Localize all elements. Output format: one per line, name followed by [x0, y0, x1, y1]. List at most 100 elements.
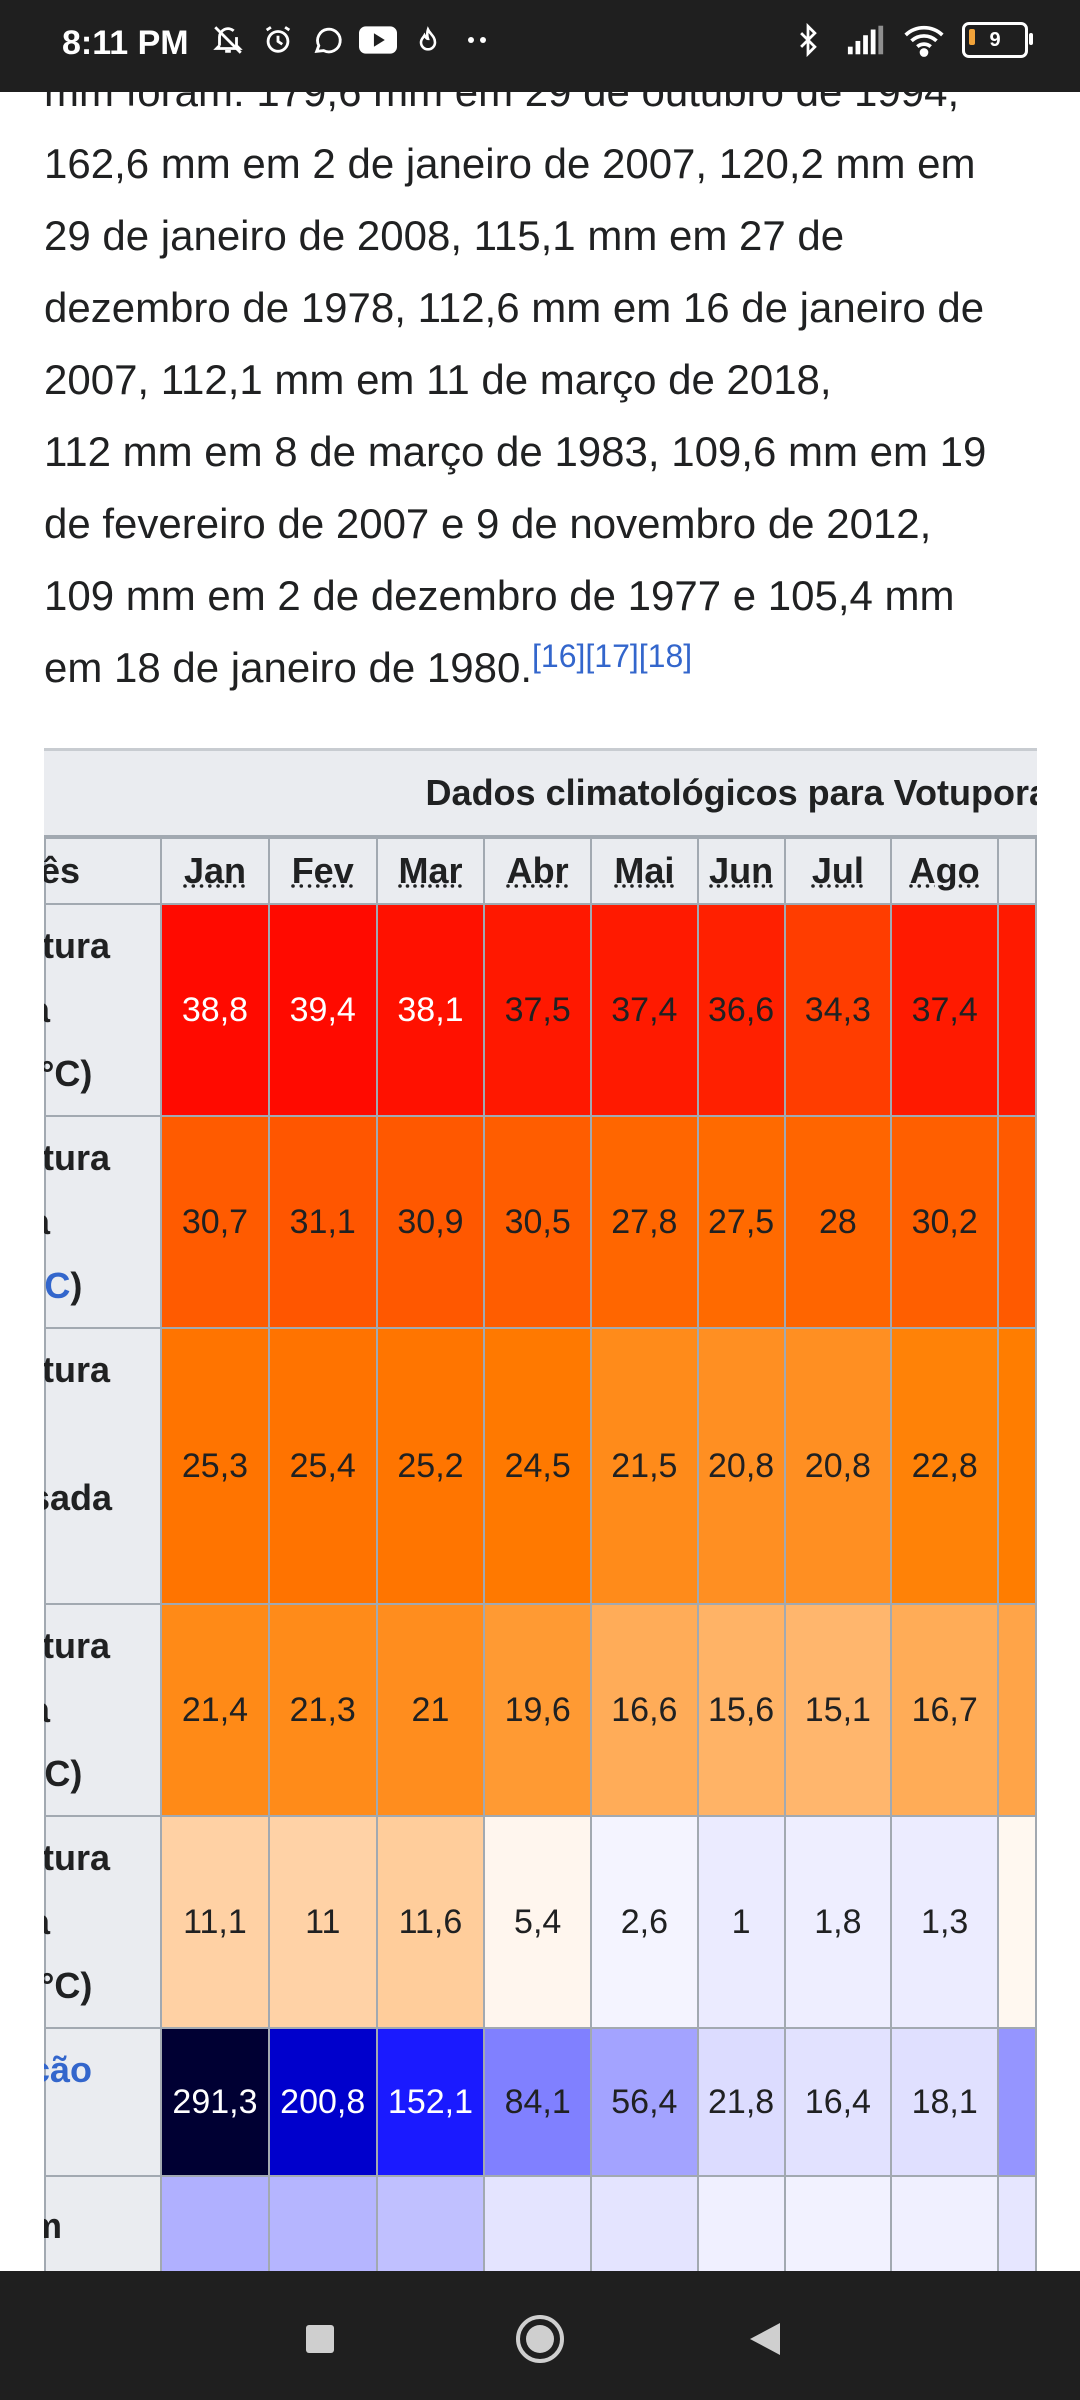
data-cell: 56,4	[590, 2027, 699, 2177]
data-cell-cut	[997, 1115, 1037, 1329]
row-header-line: ima	[44, 1678, 160, 1742]
status-bar: 8:11 PM 9	[0, 0, 1080, 92]
status-time: 8:11 PM	[62, 24, 189, 62]
data-cell: 37,5	[483, 903, 593, 1117]
alarm-icon	[258, 20, 298, 60]
row-header: eratura ima le (°C)	[44, 1815, 163, 2029]
table-row: eraturaimale (°C)38,839,438,137,537,436,…	[44, 903, 1037, 1117]
data-cell: 200,8	[267, 2027, 378, 2177]
data-cell-cut	[997, 1815, 1037, 2029]
data-cell: 27,5	[696, 1115, 786, 1329]
data-cell: 20,8	[696, 1327, 786, 1605]
article-line: 2007, 112,1 mm em 11 de março de 2018,	[44, 356, 832, 403]
month-header[interactable]: Jan	[160, 837, 270, 905]
flame-icon	[408, 20, 448, 60]
navigation-bar	[0, 2271, 1080, 2400]
row-header-line[interactable]: itação	[44, 2049, 93, 2090]
article-line: 29 de janeiro de 2008, 115,1 mm em 27 de	[44, 212, 845, 259]
row-header-line: le (°C)	[44, 1965, 93, 2006]
data-cell: 21,8	[696, 2027, 786, 2177]
bluetooth-icon	[788, 20, 828, 60]
battery-icon: 9	[962, 22, 1033, 58]
data-cell: 1	[696, 1815, 786, 2029]
data-cell: 11,1	[160, 1815, 270, 2029]
article-line: de fevereiro de 2007 e 9 de novembro de …	[44, 500, 932, 547]
row-header-line: eratura	[44, 1137, 111, 1178]
data-cell: 20,8	[783, 1327, 893, 1605]
row-header-line: a (°C)	[44, 1254, 160, 1318]
data-cell: 37,4	[890, 903, 1000, 1117]
table-row: eraturadiaensadaC)25,325,425,224,521,520…	[44, 1327, 1037, 1605]
month-header[interactable]: Ago	[890, 837, 1000, 905]
row-header-line: ima	[44, 1190, 160, 1254]
data-cell: 31,1	[267, 1115, 378, 1329]
corner-header: ês	[44, 837, 163, 905]
article-text: mm foram: 179,6 mm em 29 de outubro de 1…	[44, 56, 1044, 704]
celsius-link[interactable]: °C	[44, 1265, 71, 1306]
climate-table[interactable]: Dados climatológicos para Votupora ês Ja…	[44, 748, 1037, 2273]
month-header[interactable]: Abr	[483, 837, 593, 905]
data-cell: 37,4	[590, 903, 699, 1117]
mute-icon	[208, 20, 248, 60]
article-line: em 18 de janeiro de 1980.	[44, 644, 533, 691]
row-header: eratura dia ensada C)	[44, 1327, 163, 1605]
back-button[interactable]	[736, 2309, 796, 2369]
row-header-line: ima	[44, 978, 160, 1042]
article-line: 109 mm em 2 de dezembro de 1977 e 105,4 …	[44, 572, 955, 619]
citation-links[interactable]: [16][17][18]	[532, 638, 693, 674]
row-header: eratura imaa (°C)	[44, 1115, 163, 1329]
data-cell: 5,4	[483, 1815, 593, 2029]
row-header-line: eratura	[44, 1349, 111, 1390]
data-cell: 1,3	[890, 1815, 1000, 2029]
row-header: com	[44, 2175, 163, 2273]
data-cell: 15,6	[696, 1603, 786, 1817]
article-line: 162,6 mm em 2 de janeiro de 2007, 120,2 …	[44, 140, 976, 187]
row-header-line: eratura	[44, 1837, 111, 1878]
system-icons: 9	[788, 20, 1033, 60]
row-header: itação m)	[44, 2027, 163, 2177]
data-cell	[783, 2175, 893, 2273]
data-cell	[160, 2175, 270, 2273]
table-caption-text: Dados climatológicos para Votupora	[425, 772, 1037, 813]
data-cell: 18,1	[890, 2027, 1000, 2177]
whatsapp-icon	[308, 20, 348, 60]
wifi-icon	[904, 20, 944, 60]
signal-icon	[846, 20, 886, 60]
month-header[interactable]: Jul	[783, 837, 893, 905]
data-cell	[375, 2175, 486, 2273]
data-cell: 291,3	[160, 2027, 270, 2177]
data-cell: 11	[267, 1815, 378, 2029]
month-header[interactable]: Jun	[696, 837, 786, 905]
data-cell-cut	[997, 2027, 1037, 2177]
data-cell	[696, 2175, 786, 2273]
row-header-line: a (°C)	[44, 1753, 83, 1794]
youtube-icon	[358, 20, 398, 60]
data-cell: 30,5	[483, 1115, 593, 1329]
row-header-line: ensada	[44, 1477, 113, 1518]
table-row: com	[44, 2175, 1037, 2273]
row-header-line: dia	[44, 1402, 160, 1466]
data-cell: 152,1	[375, 2027, 486, 2177]
data-cell: 25,3	[160, 1327, 270, 1605]
month-header[interactable]: Mar	[375, 837, 486, 905]
data-cell	[890, 2175, 1000, 2273]
table-row: eratura ima a (°C) 21,421,32119,616,615,615…	[44, 1603, 1037, 1817]
month-header-row: ês Jan Fev Mar Abr Mai Jun Jul Ago	[44, 837, 1037, 905]
data-cell: 34,3	[783, 903, 893, 1117]
row-header-line: le (°C)	[44, 1053, 93, 1094]
recents-button[interactable]	[290, 2309, 350, 2369]
data-cell: 25,2	[375, 1327, 486, 1605]
data-cell: 1,8	[783, 1815, 893, 2029]
row-header-line[interactable]: m)	[44, 2102, 160, 2166]
battery-level: 9	[989, 28, 1001, 51]
data-cell: 19,6	[483, 1603, 593, 1817]
row-header-line: C)	[44, 1530, 160, 1594]
home-button[interactable]	[510, 2309, 570, 2369]
month-header[interactable]: Mai	[590, 837, 699, 905]
data-cell	[483, 2175, 593, 2273]
data-cell: 21,3	[267, 1603, 378, 1817]
row-header-line: eratura	[44, 925, 111, 966]
month-header[interactable]: Fev	[267, 837, 378, 905]
